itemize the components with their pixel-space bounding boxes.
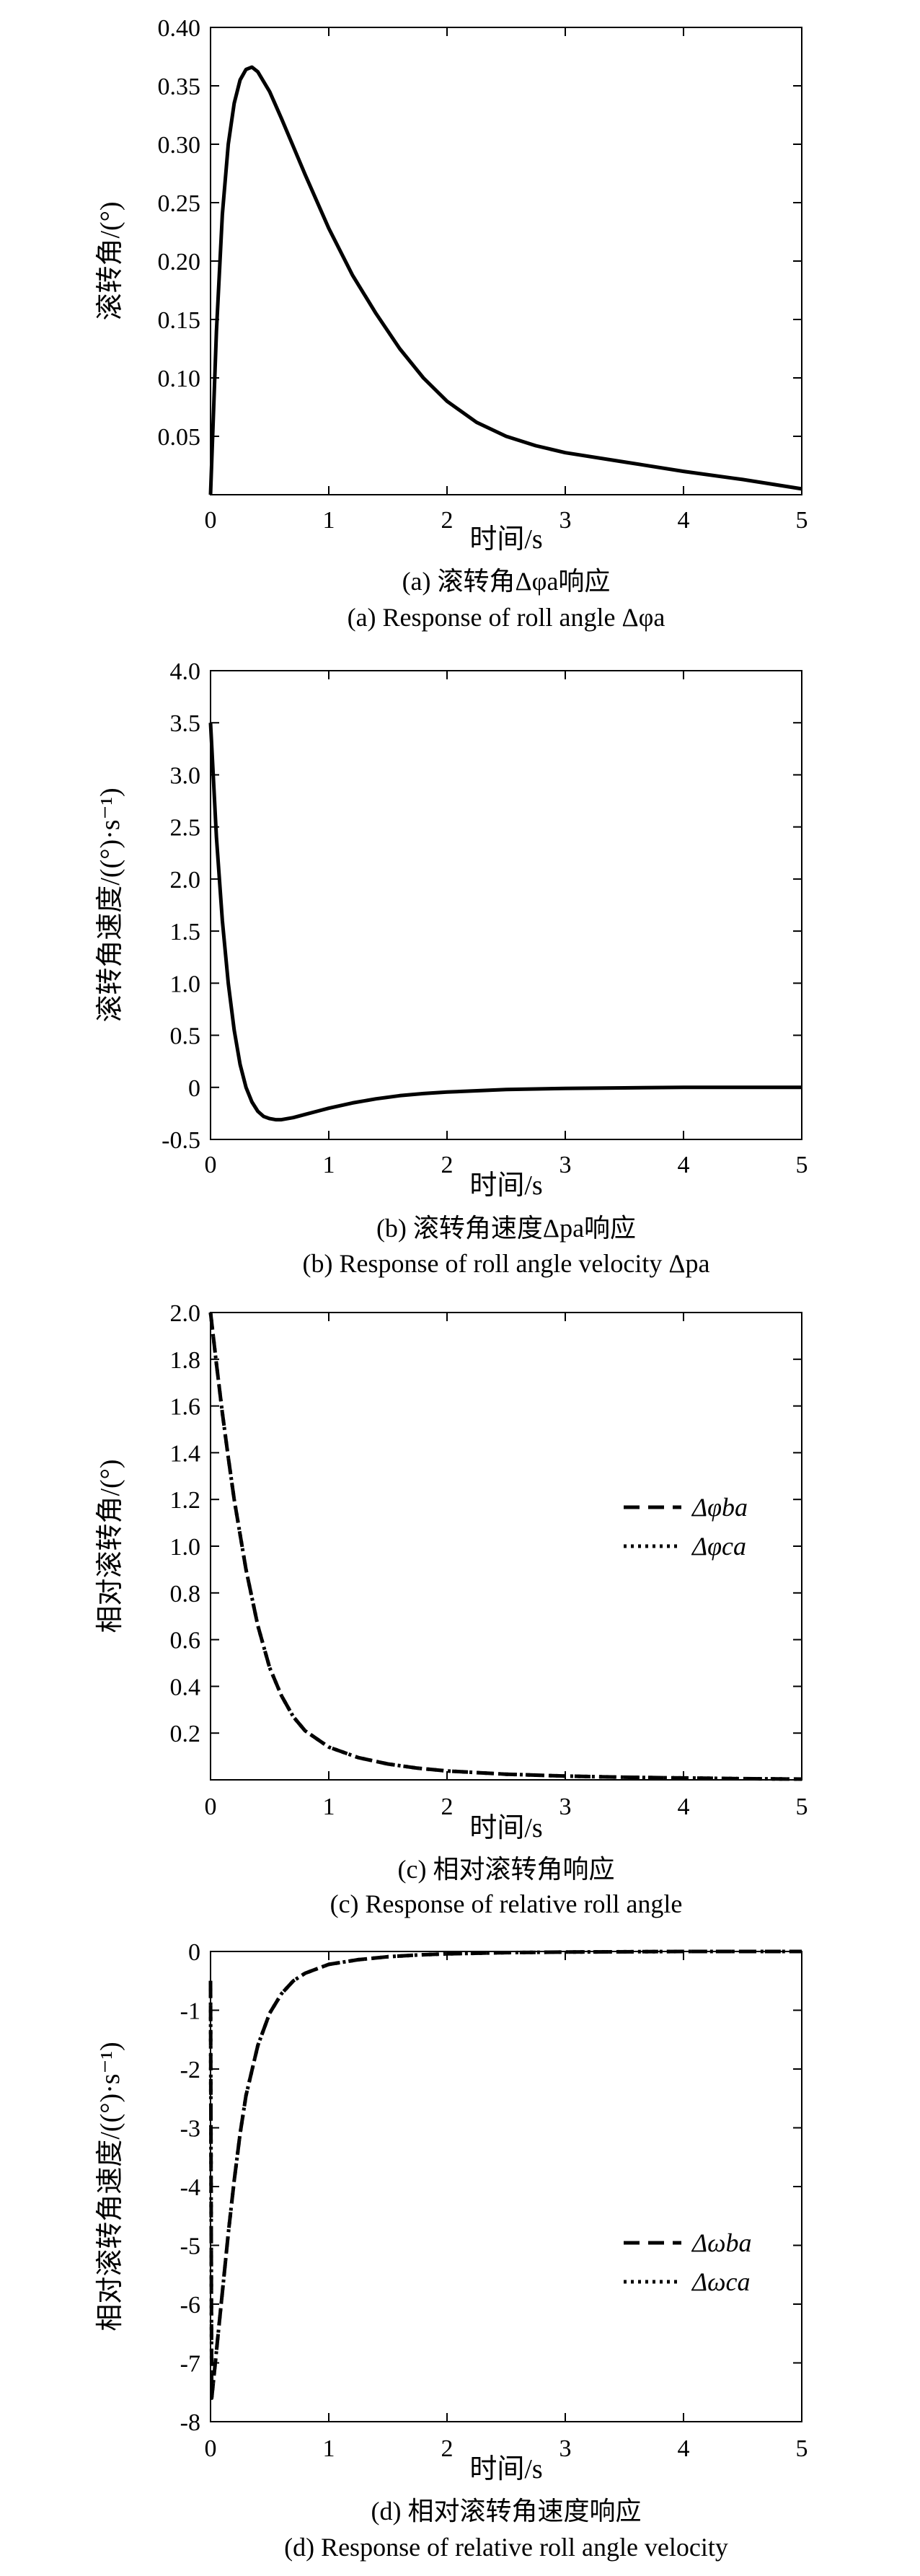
panel-c-x-tick-label: 2 (441, 1794, 454, 1820)
panel-a-y-tick-label: 0.15 (158, 307, 201, 334)
panel-c-y-axis-label: 相对滚转角/(°) (95, 1459, 125, 1633)
panel-a-y-tick-label: 0.05 (158, 424, 201, 451)
panel-c-y-tick-label: 1.8 (170, 1347, 201, 1374)
panel-b-y-axis-label: 滚转角速度/((°)·s⁻¹) (95, 788, 125, 1022)
panel-b-x-tick-label: 3 (559, 1152, 572, 1178)
panel-c-x-tick-label: 0 (205, 1794, 217, 1820)
panel-d-y-tick-label: -7 (180, 2351, 200, 2378)
panel-b-x-tick-label: 2 (441, 1152, 454, 1178)
panel-c-x-tick-label: 3 (559, 1794, 572, 1820)
panel-a-x-tick-label: 5 (796, 507, 808, 534)
panel-d-x-axis-label: 时间/s (469, 2454, 542, 2484)
panel-c-y-tick-label: 0.4 (170, 1674, 201, 1701)
panel-c-caption-english: (c) Response of relative roll angle (330, 1889, 683, 1918)
panel-d-caption-english: (d) Response of relative roll angle velo… (284, 2533, 728, 2562)
panel-a-y-tick-label: 0.10 (158, 366, 201, 392)
panel-c-legend-label: Δφca (691, 1532, 746, 1561)
panel-a-x-tick-label: 0 (205, 507, 217, 534)
panel-d-legend-label: Δωba (691, 2228, 752, 2257)
panel-c-y-tick-label: 1.2 (170, 1487, 201, 1514)
panel-c-legend-label: Δφba (691, 1493, 748, 1522)
panel-b-y-tick-label: 4.0 (170, 658, 201, 685)
panel-d-y-tick-label: -2 (180, 2057, 200, 2083)
panel-d-x-tick-label: 3 (559, 2435, 572, 2462)
panel-a-y-tick-label: 0.25 (158, 190, 201, 217)
panel-a-caption-chinese: (a) 滚转角Δφa响应 (402, 567, 611, 596)
panel-a-caption-english: (a) Response of roll angle Δφa (348, 603, 665, 632)
panel-b-y-tick-label: 1.5 (170, 919, 201, 945)
panel-d-series-2-line (208, 1949, 802, 2400)
panel-c-x-tick-label: 1 (323, 1794, 335, 1820)
panel-b: 0 1 2 3 4 5-0.500.51.01.52.02.53.03.54.0时间/s滚… (95, 658, 808, 1278)
panel-b-x-tick-label: 4 (678, 1152, 690, 1178)
panel-b-y-tick-label: 2.5 (170, 815, 201, 842)
panel-c-x-tick-label: 4 (678, 1794, 690, 1820)
panel-d: 0 1 2 3 4 5 -8 -7 -6 -5 -4 -3 -2 -1 0 Δωba Δωca 时间/s 相对滚转角… (95, 1939, 808, 2562)
panel-d-y-tick-label: -3 (180, 2116, 200, 2143)
panel-d-y-tick-label: 0 (188, 1939, 200, 1966)
panel-b-x-axis-label: 时间/s (469, 1170, 542, 1201)
panel-d-legend-label: Δωca (691, 2267, 751, 2296)
panel-a-x-tick-label: 2 (441, 507, 454, 534)
panel-a-x-tick-label: 3 (559, 507, 572, 534)
panel-b-series-1-line (208, 723, 802, 1122)
panel-a-x-tick-label: 4 (678, 507, 690, 534)
panel-a-y-tick-label: 0.35 (158, 74, 201, 100)
panel-d-series-1-line (208, 1949, 802, 2400)
panel-c-y-tick-label: 0.8 (170, 1581, 201, 1607)
panel-d-x-tick-label: 2 (441, 2435, 454, 2462)
panel-b-caption-chinese: (b) 滚转角速度Δpa响应 (376, 1214, 636, 1243)
panel-d-x-tick-label: 1 (323, 2435, 335, 2462)
panel-c-y-tick-label: 2.0 (170, 1300, 201, 1327)
panel-d-x-tick-label: 4 (678, 2435, 690, 2462)
panel-c-y-tick-label: 0.6 (170, 1628, 201, 1654)
panel-b-x-tick-label: 5 (796, 1152, 808, 1178)
panel-b-y-tick-label: -0.5 (162, 1127, 200, 1154)
panel-c-y-tick-label: 1.6 (170, 1394, 201, 1421)
panel-c-caption-chinese: (c) 相对滚转角响应 (398, 1855, 615, 1884)
panel-d-y-tick-label: -8 (180, 2409, 200, 2436)
panel-a-x-tick-label: 1 (323, 507, 335, 534)
panel-a-y-tick-label: 0.30 (158, 132, 201, 159)
panel-b-y-tick-label: 3.5 (170, 710, 201, 737)
panel-a-y-tick-label: 0.40 (158, 15, 201, 42)
panel-a-plot-frame (210, 27, 802, 495)
panel-b-caption-english: (b) Response of roll angle velocity Δpa (303, 1249, 710, 1278)
panel-d-legend: Δωba Δωca (624, 2228, 752, 2296)
panel-c: 0 1 2 3 4 5 0.2 0.4 0.6 0.8 1.0 1.2 1.4 1.6 1.8 2.0 Δφba… (95, 1300, 808, 1918)
panel-d-x-tick-label: 5 (796, 2435, 808, 2462)
panel-d-y-tick-label: -1 (180, 1998, 200, 2025)
panel-d-x-tick-label: 0 (205, 2435, 217, 2462)
panel-b-x-tick-label: 1 (323, 1152, 335, 1178)
panel-c-y-tick-label: 1.0 (170, 1534, 201, 1561)
panel-b-y-tick-label: 1.0 (170, 971, 201, 997)
panel-a-y-tick-label: 0.20 (158, 249, 201, 275)
panel-b-plot-frame (210, 670, 802, 1140)
panel-d-plot-frame (210, 1951, 802, 2422)
panel-b-x-tick-label: 0 (205, 1152, 217, 1178)
panel-c-series-2-line (208, 1312, 802, 1781)
panel-d-y-tick-label: -5 (180, 2233, 200, 2260)
panel-d-y-tick-label: -4 (180, 2174, 200, 2201)
panel-c-y-tick-label: 1.4 (170, 1440, 201, 1467)
panel-b-y-tick-label: 2.0 (170, 867, 201, 894)
panel-d-y-tick-label: -6 (180, 2292, 200, 2319)
panel-c-x-axis-label: 时间/s (469, 1813, 542, 1843)
panel-c-x-tick-label: 5 (796, 1794, 808, 1820)
panel-b-y-tick-label: 0 (188, 1075, 200, 1102)
panel-a-y-axis-label: 滚转角/(°) (95, 201, 125, 320)
panel-a: 0 1 2 3 4 5 0.05 0.10 0.15 0.20 0.25 0.30 0.35 0.40 时间… (95, 15, 808, 632)
panel-d-y-axis-label: 相对滚转角速度/((°)·s⁻¹) (95, 2042, 125, 2331)
panel-d-caption-chinese: (d) 相对滚转角速度响应 (371, 2497, 642, 2526)
panel-b-y-tick-label: 0.5 (170, 1023, 201, 1050)
panel-a-x-axis-label: 时间/s (469, 524, 542, 555)
panel-a-series-1-line (208, 65, 802, 495)
panel-c-y-tick-label: 0.2 (170, 1721, 201, 1747)
panel-b-y-tick-label: 3.0 (170, 762, 201, 789)
panel-c-legend: Δφba Δφca (624, 1493, 748, 1561)
